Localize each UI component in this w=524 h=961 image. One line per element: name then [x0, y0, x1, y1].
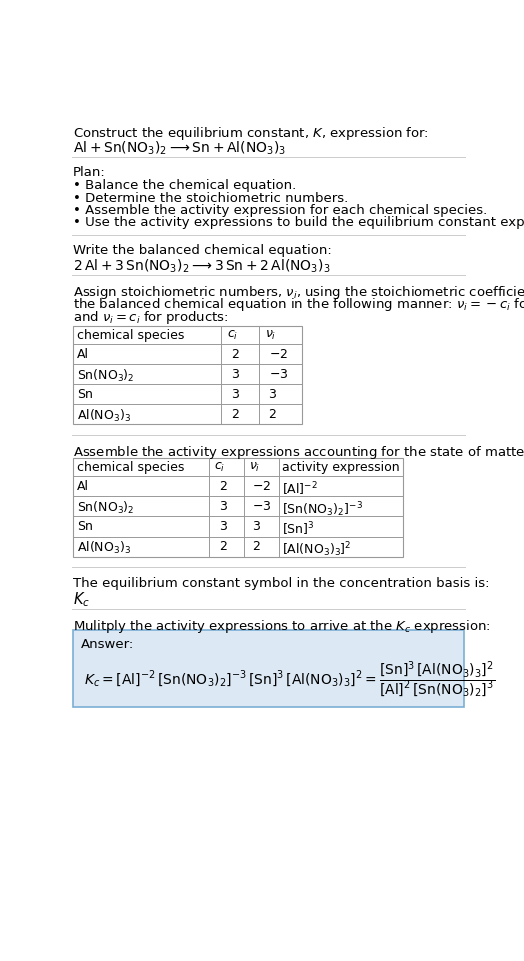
Text: 2: 2	[232, 348, 239, 361]
Text: Plan:: Plan:	[73, 166, 106, 179]
Text: • Determine the stoichiometric numbers.: • Determine the stoichiometric numbers.	[73, 191, 348, 205]
Text: $-3$: $-3$	[252, 501, 271, 513]
Text: Sn: Sn	[77, 388, 93, 401]
Text: $-3$: $-3$	[268, 368, 288, 381]
Text: • Assemble the activity expression for each chemical species.: • Assemble the activity expression for e…	[73, 204, 487, 217]
Text: chemical species: chemical species	[77, 461, 184, 474]
Text: $\mathrm{Al(NO_3)_3}$: $\mathrm{Al(NO_3)_3}$	[77, 407, 131, 424]
Text: Al: Al	[77, 480, 89, 493]
Text: • Use the activity expressions to build the equilibrium constant expression.: • Use the activity expressions to build …	[73, 216, 524, 229]
Text: Assemble the activity expressions accounting for the state of matter and $\nu_i$: Assemble the activity expressions accoun…	[73, 444, 524, 461]
Text: Al: Al	[77, 348, 89, 361]
Text: the balanced chemical equation in the following manner: $\nu_i = -c_i$ for react: the balanced chemical equation in the fo…	[73, 296, 524, 313]
Text: activity expression: activity expression	[282, 461, 400, 474]
Text: • Balance the chemical equation.: • Balance the chemical equation.	[73, 180, 297, 192]
Text: 3: 3	[219, 501, 227, 513]
Text: 2: 2	[219, 540, 227, 554]
Text: 3: 3	[252, 520, 260, 533]
Text: 3: 3	[268, 388, 277, 401]
Text: $[\mathrm{Al}]^{-2}$: $[\mathrm{Al}]^{-2}$	[282, 480, 319, 498]
Text: 3: 3	[219, 520, 227, 533]
Text: Construct the equilibrium constant, $K$, expression for:: Construct the equilibrium constant, $K$,…	[73, 125, 429, 141]
Text: $-2$: $-2$	[268, 348, 288, 361]
Text: $\mathrm{Sn(NO_3)_2}$: $\mathrm{Sn(NO_3)_2}$	[77, 368, 135, 384]
Text: chemical species: chemical species	[77, 329, 184, 341]
Text: Sn: Sn	[77, 520, 93, 533]
Text: 3: 3	[232, 388, 239, 401]
Text: 2: 2	[268, 407, 277, 421]
Text: The equilibrium constant symbol in the concentration basis is:: The equilibrium constant symbol in the c…	[73, 577, 490, 589]
Text: 3: 3	[232, 368, 239, 381]
Text: $\nu_i$: $\nu_i$	[266, 329, 277, 342]
Text: $\mathrm{2\,Al + 3\,Sn(NO_3)_2 \longrightarrow 3\,Sn + 2\,Al(NO_3)_3}$: $\mathrm{2\,Al + 3\,Sn(NO_3)_2 \longrigh…	[73, 258, 331, 275]
Text: Mulitply the activity expressions to arrive at the $K_c$ expression:: Mulitply the activity expressions to arr…	[73, 618, 491, 635]
Text: $[\mathrm{Sn(NO_3)_2}]^{-3}$: $[\mathrm{Sn(NO_3)_2}]^{-3}$	[282, 501, 364, 519]
Text: $\mathrm{Al + Sn(NO_3)_2 \longrightarrow Sn + Al(NO_3)_3}$: $\mathrm{Al + Sn(NO_3)_2 \longrightarrow…	[73, 140, 287, 158]
Text: Assign stoichiometric numbers, $\nu_i$, using the stoichiometric coefficients, $: Assign stoichiometric numbers, $\nu_i$, …	[73, 283, 524, 301]
Text: $K_c = [\mathrm{Al}]^{-2}\,[\mathrm{Sn(NO_3)_2}]^{-3}\,[\mathrm{Sn}]^3\,[\mathrm: $K_c = [\mathrm{Al}]^{-2}\,[\mathrm{Sn(N…	[84, 659, 495, 700]
Text: $-2$: $-2$	[252, 480, 271, 493]
Text: 2: 2	[252, 540, 260, 554]
Text: 2: 2	[219, 480, 227, 493]
Text: and $\nu_i = c_i$ for products:: and $\nu_i = c_i$ for products:	[73, 308, 229, 326]
Text: $\mathrm{Sn(NO_3)_2}$: $\mathrm{Sn(NO_3)_2}$	[77, 501, 135, 516]
Text: 2: 2	[232, 407, 239, 421]
Text: $[\mathrm{Al(NO_3)_3}]^2$: $[\mathrm{Al(NO_3)_3}]^2$	[282, 540, 352, 559]
Text: Answer:: Answer:	[81, 638, 134, 652]
Text: $\nu_i$: $\nu_i$	[249, 461, 260, 474]
Text: $\mathrm{Al(NO_3)_3}$: $\mathrm{Al(NO_3)_3}$	[77, 540, 131, 556]
Text: $c_i$: $c_i$	[214, 461, 225, 474]
Bar	[73, 458, 402, 556]
Bar	[73, 630, 464, 707]
Bar	[73, 326, 302, 424]
Text: $[\mathrm{Sn}]^3$: $[\mathrm{Sn}]^3$	[282, 520, 315, 538]
Text: Write the balanced chemical equation:: Write the balanced chemical equation:	[73, 244, 332, 257]
Text: $c_i$: $c_i$	[227, 329, 238, 342]
Text: $K_c$: $K_c$	[73, 590, 90, 609]
